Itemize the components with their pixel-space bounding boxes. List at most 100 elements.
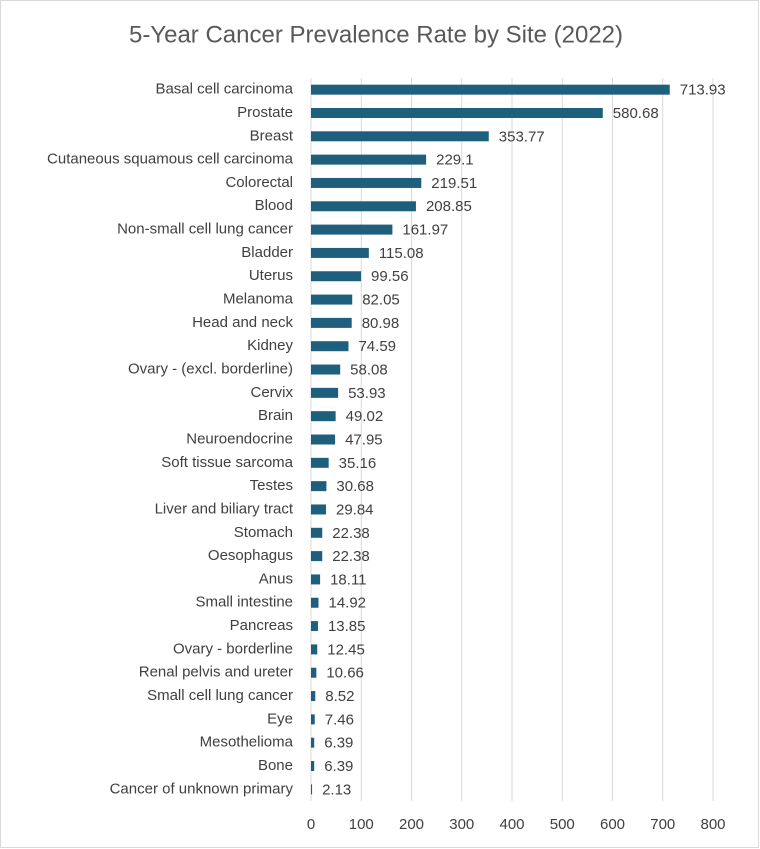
data-label: 99.56 <box>371 268 409 285</box>
bar <box>311 667 317 678</box>
data-label: 82.05 <box>362 292 400 309</box>
y-tick-label: Blood <box>255 197 293 214</box>
bar <box>311 131 489 142</box>
bar <box>311 294 353 305</box>
y-tick-label: Ovary - (excl. borderline) <box>128 361 293 378</box>
x-tick-label: 700 <box>650 816 675 833</box>
bar <box>311 224 393 235</box>
y-tick-label: Anus <box>259 570 293 587</box>
data-label: 219.51 <box>431 175 477 192</box>
bar <box>311 411 336 422</box>
bar <box>311 387 339 398</box>
data-label: 713.93 <box>680 82 726 99</box>
bar <box>311 737 315 748</box>
bar <box>311 247 369 258</box>
data-label: 353.77 <box>499 128 545 145</box>
chart-title: 5-Year Cancer Prevalence Rate by Site (2… <box>129 21 623 48</box>
bar <box>311 364 341 375</box>
y-tick-label: Uterus <box>249 267 293 284</box>
bar <box>311 621 318 632</box>
data-label: 35.16 <box>339 455 377 472</box>
data-label: 30.68 <box>336 478 374 495</box>
data-label: 47.95 <box>345 431 383 448</box>
data-label: 29.84 <box>336 501 374 518</box>
x-tick-label: 400 <box>499 816 524 833</box>
x-tick-label: 0 <box>307 816 315 833</box>
bar <box>311 784 313 795</box>
bar <box>311 201 416 212</box>
bar <box>311 761 315 772</box>
data-label: 10.66 <box>326 665 364 682</box>
x-tick-label: 800 <box>700 816 725 833</box>
data-label: 12.45 <box>327 641 365 658</box>
y-tick-label: Bone <box>258 757 293 774</box>
bar <box>311 84 670 95</box>
y-tick-label: Colorectal <box>225 174 293 191</box>
y-tick-label: Kidney <box>247 337 293 354</box>
data-label: 13.85 <box>328 618 366 635</box>
bar <box>311 434 336 445</box>
y-tick-label: Prostate <box>237 104 293 121</box>
data-label: 49.02 <box>346 408 384 425</box>
y-tick-label: Oesophagus <box>208 547 293 564</box>
data-label: 161.97 <box>402 222 448 239</box>
y-tick-label: Basal cell carcinoma <box>155 81 293 98</box>
bar <box>311 574 321 585</box>
x-tick-label: 300 <box>449 816 474 833</box>
bar <box>311 691 316 702</box>
bar <box>311 341 349 352</box>
y-tick-label: Testes <box>250 477 293 494</box>
bar <box>311 597 319 608</box>
y-tick-label: Brain <box>258 407 293 424</box>
data-label: 74.59 <box>358 338 396 355</box>
data-label: 580.68 <box>613 105 659 122</box>
data-label: 8.52 <box>325 688 354 705</box>
bar <box>311 107 603 118</box>
y-tick-label: Small cell lung cancer <box>147 687 293 704</box>
data-label: 80.98 <box>362 315 400 332</box>
data-label: 22.38 <box>332 548 370 565</box>
y-tick-label: Cutaneous squamous cell carcinoma <box>47 151 294 168</box>
y-tick-label: Cancer of unknown primary <box>110 780 294 797</box>
y-tick-label: Renal pelvis and ureter <box>139 664 293 681</box>
y-tick-label: Breast <box>250 127 294 144</box>
data-label: 6.39 <box>324 758 353 775</box>
y-tick-label: Eye <box>267 710 293 727</box>
x-tick-label: 100 <box>349 816 374 833</box>
y-tick-label: Cervix <box>250 384 293 401</box>
bar <box>311 714 315 725</box>
data-label: 229.1 <box>436 152 474 169</box>
bar <box>311 457 329 468</box>
y-tick-label: Non-small cell lung cancer <box>117 221 293 238</box>
y-tick-label: Mesothelioma <box>200 734 294 751</box>
bar <box>311 481 327 492</box>
data-label: 2.13 <box>322 781 351 798</box>
data-label: 22.38 <box>332 525 370 542</box>
x-tick-label: 600 <box>600 816 625 833</box>
y-tick-label: Head and neck <box>192 314 293 331</box>
bar <box>311 504 326 515</box>
x-tick-label: 200 <box>399 816 424 833</box>
bar <box>311 317 352 328</box>
y-tick-label: Ovary - borderline <box>173 640 293 657</box>
data-label: 14.92 <box>328 595 366 612</box>
bar <box>311 551 323 562</box>
bar <box>311 154 427 165</box>
data-label: 7.46 <box>325 711 354 728</box>
bar <box>311 644 318 655</box>
y-tick-label: Liver and biliary tract <box>155 500 294 517</box>
y-tick-label: Soft tissue sarcoma <box>161 454 293 471</box>
data-label: 58.08 <box>350 362 388 379</box>
bar <box>311 177 422 188</box>
y-tick-label: Neuroendocrine <box>186 430 293 447</box>
data-label: 18.11 <box>330 571 366 588</box>
y-tick-label: Stomach <box>234 524 293 541</box>
y-tick-label: Pancreas <box>230 617 293 634</box>
y-tick-label: Melanoma <box>223 291 294 308</box>
data-label: 53.93 <box>348 385 386 402</box>
data-label: 115.08 <box>379 245 424 262</box>
data-label: 6.39 <box>324 735 353 752</box>
bar <box>311 527 323 538</box>
